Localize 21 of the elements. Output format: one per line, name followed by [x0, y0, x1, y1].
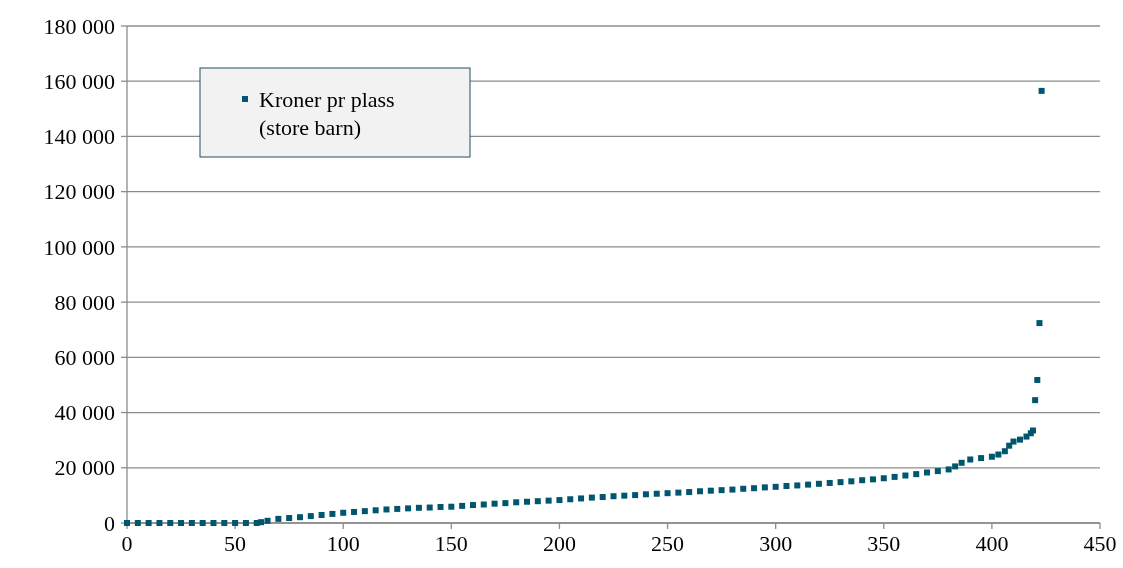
x-tick-label: 350 — [867, 531, 901, 556]
x-tick-label: 150 — [434, 531, 468, 556]
y-tick-label: 0 — [104, 510, 115, 536]
y-tick-label: 80 000 — [54, 289, 115, 315]
y-tick-label: 20 000 — [54, 455, 115, 481]
y-tick-label: 100 000 — [43, 234, 115, 260]
y-tick-label: 40 000 — [54, 400, 115, 426]
y-tick-label: 60 000 — [54, 345, 115, 371]
y-tick-label: 140 000 — [43, 124, 115, 150]
x-tick-label: 400 — [975, 531, 1009, 556]
y-tick-label: 160 000 — [43, 68, 115, 94]
x-tick-label: 50 — [224, 531, 247, 556]
x-tick-label: 450 — [1083, 531, 1117, 556]
x-tick-label: 300 — [759, 531, 793, 556]
x-tick-label: 100 — [326, 531, 360, 556]
x-tick-label: 250 — [651, 531, 685, 556]
x-tick-label: 0 — [121, 531, 133, 556]
y-tick-label: 120 000 — [43, 179, 115, 205]
y-tick-label: 180 000 — [43, 13, 115, 39]
x-tick-label: 200 — [542, 531, 576, 556]
legend-label: Kroner pr plass (store barn) — [259, 86, 395, 141]
